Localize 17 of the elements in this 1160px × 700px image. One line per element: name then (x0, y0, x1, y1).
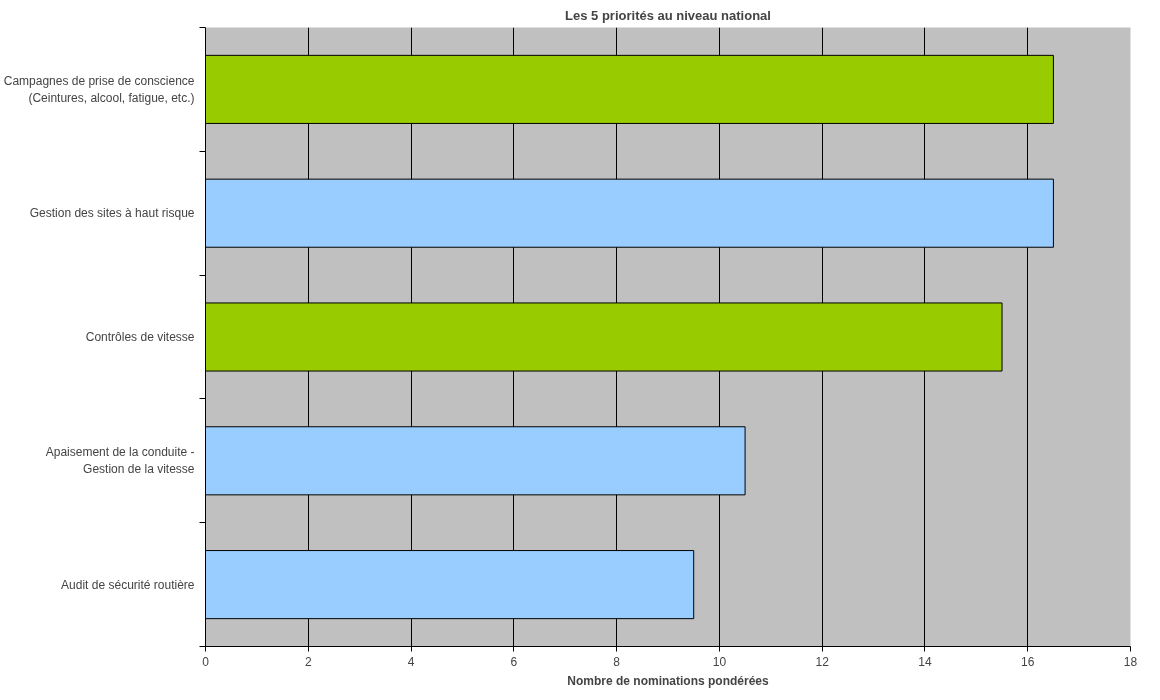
x-tick-label: 12 (815, 654, 830, 669)
y-tick-label: Campagnes de prise de conscience (Ceintures, alcool, fatigue, etc.) (3, 74, 195, 105)
chart-title: Les 5 priorités au niveau national (565, 7, 771, 23)
x-tick-label: 6 (510, 654, 518, 669)
x-axis-title: Nombre de nominations pondérées (567, 673, 770, 688)
x-tick-label: 8 (613, 654, 621, 669)
y-tick-label: Apaisement de la conduite - Gestion de la vitesse (45, 445, 195, 477)
y-tick-label: Audit de sécurité routière (61, 577, 195, 592)
x-tick-label: 10 (712, 654, 727, 669)
x-tick-label: 14 (918, 654, 932, 669)
x-tick-label: 18 (1123, 654, 1138, 669)
x-tick-label: 4 (407, 654, 415, 669)
y-tick-label: Contrôles de vitesse (85, 330, 195, 344)
y-tick-label: Gestion des sites à haut risque (29, 206, 195, 221)
x-tick-label: 2 (304, 654, 312, 669)
x-tick-label: 0 (202, 654, 210, 669)
x-tick-label: 16 (1021, 654, 1035, 669)
